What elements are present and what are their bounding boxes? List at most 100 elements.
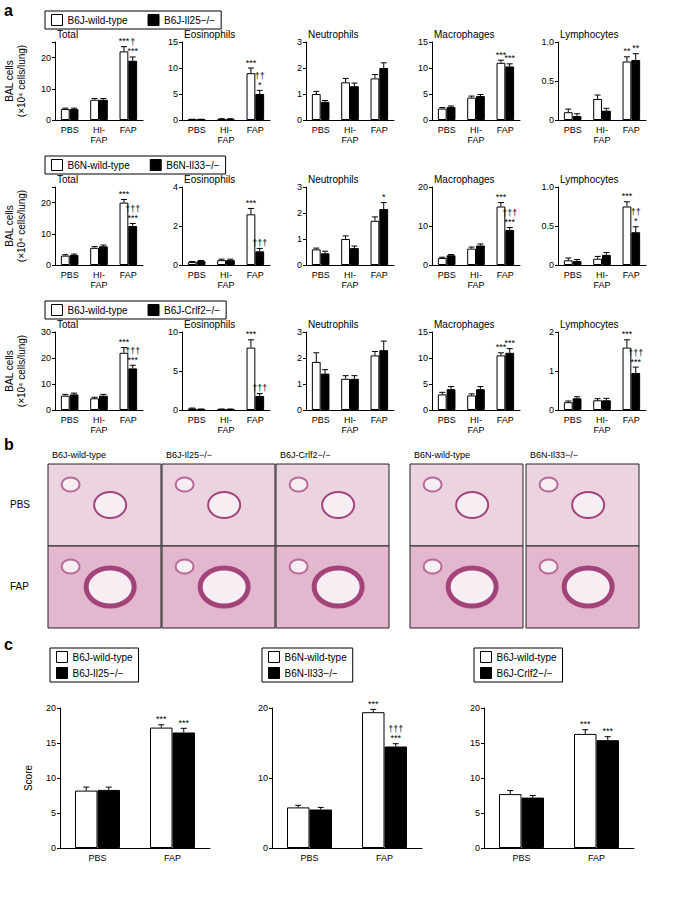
svg-text:1.0: 1.0: [541, 182, 554, 192]
svg-text:15: 15: [168, 37, 178, 47]
svg-text:HI-: HI-: [344, 270, 356, 280]
svg-text:HI-: HI-: [596, 270, 608, 280]
svg-text:b: b: [4, 436, 14, 453]
svg-text:HI-: HI-: [220, 415, 232, 425]
svg-text:PBS: PBS: [512, 853, 530, 863]
svg-text:FAP: FAP: [120, 415, 137, 425]
svg-text:Macrophages: Macrophages: [434, 319, 495, 330]
svg-text:†††: †††: [252, 238, 267, 248]
svg-text:1: 1: [549, 366, 554, 376]
svg-text:HI-: HI-: [470, 415, 482, 425]
svg-text:***: ***: [504, 53, 515, 63]
svg-text:B6N-Il33−/−: B6N-Il33−/−: [285, 668, 339, 679]
svg-text:2: 2: [297, 208, 302, 218]
svg-text:***: ***: [504, 217, 515, 227]
svg-text:2: 2: [297, 353, 302, 363]
svg-text:20: 20: [470, 703, 480, 713]
svg-text:***: ***: [178, 718, 189, 728]
svg-text:3: 3: [297, 182, 302, 192]
svg-text:2: 2: [173, 221, 178, 231]
svg-text:0: 0: [423, 405, 428, 415]
svg-text:PBS: PBS: [438, 415, 456, 425]
svg-text:FAP: FAP: [371, 125, 388, 135]
svg-text:**: **: [632, 43, 640, 53]
svg-text:PBS: PBS: [10, 499, 30, 510]
svg-text:PBS: PBS: [300, 853, 318, 863]
svg-text:HI-: HI-: [344, 125, 356, 135]
svg-text:0: 0: [173, 260, 178, 270]
svg-text:FAP: FAP: [467, 280, 484, 290]
svg-text:B6J-Crlf2−/−: B6J-Crlf2−/−: [497, 668, 553, 679]
svg-text:B6N-Il33−/−: B6N-Il33−/−: [530, 450, 578, 460]
svg-text:B6J-Il25−/−: B6J-Il25−/−: [164, 15, 215, 26]
svg-text:FAP: FAP: [371, 415, 388, 425]
svg-text:FAP: FAP: [10, 581, 29, 592]
svg-text:10: 10: [418, 63, 428, 73]
svg-text:20: 20: [258, 703, 268, 713]
svg-text:PBS: PBS: [61, 415, 79, 425]
svg-text:Neutrophils: Neutrophils: [308, 29, 359, 40]
svg-text:0: 0: [423, 115, 428, 125]
svg-text:2: 2: [297, 63, 302, 73]
svg-text:***: ***: [622, 329, 633, 339]
svg-text:15: 15: [46, 738, 56, 748]
svg-text:Total: Total: [57, 29, 78, 40]
svg-text:HI-: HI-: [93, 125, 105, 135]
svg-text:FAP: FAP: [164, 853, 181, 863]
svg-text:Lymphocytes: Lymphocytes: [560, 174, 619, 185]
svg-text:4: 4: [173, 182, 178, 192]
svg-text:***: ***: [127, 46, 138, 56]
svg-text:10: 10: [168, 63, 178, 73]
svg-text:Lymphocytes: Lymphocytes: [560, 319, 619, 330]
svg-text:FAP: FAP: [623, 415, 640, 425]
svg-text:0: 0: [51, 843, 56, 853]
svg-text:FAP: FAP: [247, 415, 264, 425]
svg-text:PBS: PBS: [188, 270, 206, 280]
svg-text:20: 20: [41, 353, 51, 363]
svg-text:0: 0: [423, 260, 428, 270]
svg-text:(×10⁴ cells/lung): (×10⁴ cells/lung): [16, 335, 27, 407]
svg-text:PBS: PBS: [312, 125, 330, 135]
svg-text:B6N-Il33−/−: B6N-Il33−/−: [166, 160, 220, 171]
svg-text:FAP: FAP: [90, 425, 107, 435]
svg-text:B6J-Crlf2−/−: B6J-Crlf2−/−: [164, 305, 220, 316]
svg-text:10: 10: [46, 773, 56, 783]
svg-text:HI-: HI-: [93, 270, 105, 280]
svg-text:10: 10: [418, 221, 428, 231]
svg-text:FAP: FAP: [341, 280, 358, 290]
svg-text:0: 0: [46, 115, 51, 125]
svg-text:Eosinophils: Eosinophils: [184, 319, 235, 330]
svg-text:5: 5: [423, 379, 428, 389]
svg-text:0: 0: [46, 260, 51, 270]
svg-text:FAP: FAP: [588, 853, 605, 863]
svg-text:B6J-Il25−/−: B6J-Il25−/−: [73, 668, 124, 679]
svg-text:***: ***: [630, 357, 641, 367]
svg-text:Eosinophils: Eosinophils: [184, 29, 235, 40]
svg-text:10: 10: [41, 84, 51, 94]
svg-text:HI-: HI-: [470, 125, 482, 135]
svg-text:FAP: FAP: [341, 425, 358, 435]
svg-text:10: 10: [41, 229, 51, 239]
svg-text:B6N-wild-type: B6N-wild-type: [414, 450, 470, 460]
svg-text:0: 0: [549, 115, 554, 125]
svg-text:FAP: FAP: [120, 125, 137, 135]
svg-text:10: 10: [41, 379, 51, 389]
svg-text:FAP: FAP: [497, 415, 514, 425]
svg-text:***: ***: [119, 36, 130, 46]
svg-text:***: ***: [119, 189, 130, 199]
svg-text:B6N-wild-type: B6N-wild-type: [285, 652, 348, 663]
svg-text:5: 5: [51, 808, 56, 818]
svg-text:PBS: PBS: [312, 270, 330, 280]
svg-text:***: ***: [496, 192, 507, 202]
svg-text:FAP: FAP: [593, 425, 610, 435]
svg-text:B6J-wild-type: B6J-wild-type: [52, 450, 106, 460]
svg-text:20: 20: [418, 182, 428, 192]
svg-text:**: **: [623, 46, 631, 56]
svg-text:PBS: PBS: [61, 125, 79, 135]
svg-text:***: ***: [368, 699, 379, 709]
svg-text:B6N-wild-type: B6N-wild-type: [68, 160, 131, 171]
svg-text:***: ***: [246, 58, 257, 68]
svg-text:FAP: FAP: [593, 280, 610, 290]
svg-text:Neutrophils: Neutrophils: [308, 319, 359, 330]
svg-text:PBS: PBS: [188, 415, 206, 425]
